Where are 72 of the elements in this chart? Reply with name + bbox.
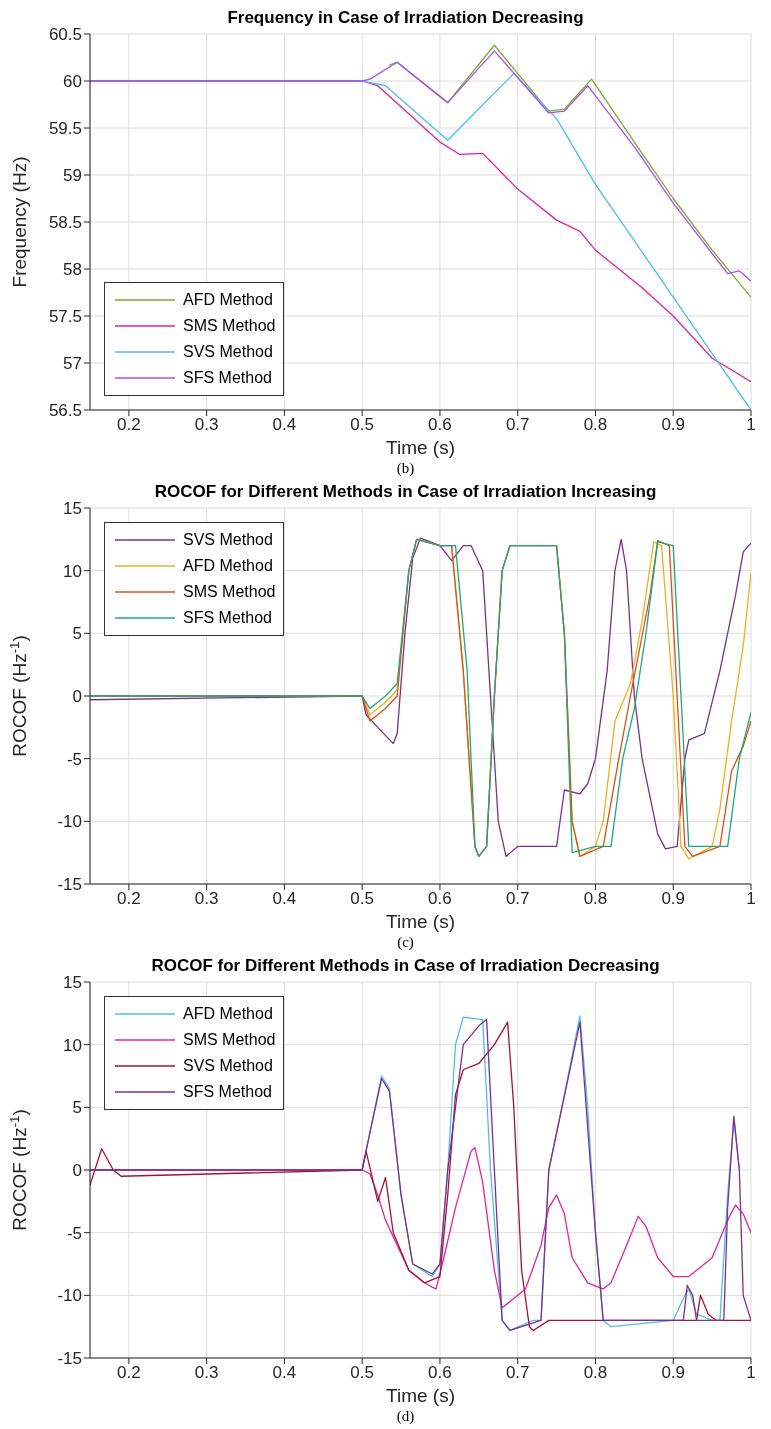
x-tick-label: 0.6	[428, 889, 452, 909]
x-tick-label: 0.5	[350, 1363, 374, 1383]
x-tick-label: 0.6	[428, 415, 452, 435]
y-tick-label: 60.5	[48, 25, 82, 45]
x-tick-label: 0.8	[583, 415, 608, 435]
y-tick-label: 60	[63, 72, 82, 92]
legend-label: SMS Method	[183, 583, 276, 601]
y-tick-label: -15	[57, 1349, 82, 1369]
y-tick-label: 56.5	[48, 401, 82, 421]
x-tick-label: 0.6	[428, 1363, 452, 1383]
x-tick-label: 0.7	[505, 889, 530, 909]
chart-title: Frequency in Case of Irradiation Decreasing	[227, 8, 584, 27]
x-tick-label: 0.5	[350, 889, 374, 909]
legend-label: SVS Method	[183, 343, 273, 361]
y-tick-label: 58.5	[48, 213, 82, 233]
y-tick-label: 59.5	[48, 119, 82, 139]
x-tick-label: 1	[746, 889, 756, 909]
x-axis-title: Time (s)	[386, 437, 455, 458]
legend-label: SFS Method	[183, 609, 272, 627]
y-tick-label: 10	[63, 561, 82, 581]
x-tick-label: 0.4	[272, 889, 297, 909]
x-axis-title: Time (s)	[386, 1385, 455, 1406]
y-tick-label: 57.5	[48, 307, 82, 327]
legend-label: SVS Method	[183, 531, 273, 549]
y-tick-label: 5	[72, 624, 82, 644]
x-tick-label: 0.2	[117, 1363, 141, 1383]
x-tick-label: 0.3	[194, 889, 219, 909]
y-tick-label: 0	[72, 1161, 82, 1181]
x-tick-label: 0.5	[350, 415, 374, 435]
y-tick-label: -5	[66, 749, 82, 769]
x-tick-label: 0.9	[661, 415, 686, 435]
x-tick-label: 0.9	[661, 889, 686, 909]
y-tick-label: -15	[57, 875, 82, 895]
x-tick-label: 0.4	[272, 1363, 297, 1383]
legend-label: AFD Method	[183, 1005, 273, 1023]
legend-label: SFS Method	[183, 1083, 272, 1101]
x-tick-label: 0.8	[583, 1363, 608, 1383]
x-tick-label: 1	[746, 1363, 756, 1383]
x-tick-label: 0.7	[505, 415, 530, 435]
y-tick-label: 57	[63, 354, 82, 374]
y-tick-label: 15	[63, 499, 82, 519]
text: (d)	[395, 1408, 416, 1426]
x-tick-label: 1	[746, 415, 756, 435]
y-tick-label: -10	[57, 1286, 82, 1306]
x-axis-title: Time (s)	[386, 911, 455, 932]
chart-title: ROCOF for Different Methods in Case of Irradiation Increasing	[154, 482, 657, 501]
text: (c)	[396, 934, 415, 952]
y-tick-label: -5	[66, 1223, 82, 1243]
x-tick-label: 0.2	[117, 415, 141, 435]
y-tick-label: -10	[57, 812, 82, 832]
legend-label: SMS Method	[183, 317, 276, 335]
legend-label: AFD Method	[183, 291, 273, 309]
text: (b)	[395, 460, 416, 478]
y-tick-label: 58	[63, 260, 82, 280]
legend-label: AFD Method	[183, 557, 273, 575]
legend-label: SMS Method	[183, 1031, 276, 1049]
x-tick-label: 0.2	[117, 889, 141, 909]
y-tick-label: 59	[63, 166, 82, 186]
y-tick-label: 15	[63, 973, 82, 993]
x-tick-label: 0.7	[505, 1363, 530, 1383]
x-tick-label: 0.8	[583, 889, 608, 909]
y-axis-title: Frequency (Hz)	[9, 156, 30, 288]
y-tick-label: 5	[72, 1098, 82, 1118]
y-tick-label: 0	[72, 687, 82, 707]
x-tick-label: 0.4	[272, 415, 297, 435]
x-tick-label: 0.3	[194, 1363, 219, 1383]
x-tick-label: 0.3	[194, 415, 219, 435]
x-tick-label: 0.9	[661, 1363, 686, 1383]
chart-title: ROCOF for Different Methods in Case of Irradiation Decreasing	[151, 956, 660, 975]
legend-label: SVS Method	[183, 1057, 273, 1075]
y-tick-label: 10	[63, 1035, 82, 1055]
legend-label: SFS Method	[183, 369, 272, 387]
